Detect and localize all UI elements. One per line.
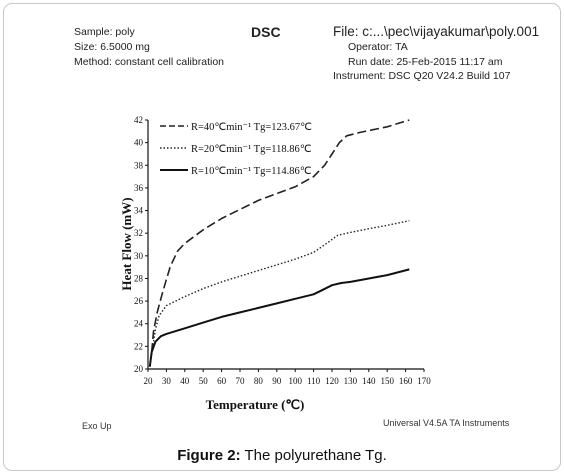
chart-ticks: 20 30 40 50 60 70 80 90 100 110 120 130 140 150 160 170…: [134, 115, 431, 386]
x-tick-label: 120: [325, 376, 339, 386]
series-line-1: [150, 119, 410, 353]
x-tick-label: 80: [254, 376, 264, 386]
x-tick-label: 20: [144, 376, 154, 386]
y-tick-label: 32: [134, 228, 143, 238]
y-tick-label: 26: [134, 296, 144, 306]
y-tick-label: 30: [134, 251, 144, 261]
series-line-3: [148, 268, 410, 367]
y-tick-label: 38: [134, 160, 144, 170]
x-tick-label: 40: [180, 376, 190, 386]
y-tick-label: 34: [134, 206, 144, 216]
x-tick-label: 160: [399, 376, 413, 386]
x-tick-label: 100: [288, 376, 302, 386]
instrument-label: Instrument: DSC Q20 V24.2 Build 107: [333, 70, 511, 82]
y-tick-label: 22: [134, 341, 143, 351]
x-tick-label: 60: [217, 376, 227, 386]
x-tick-label: 30: [162, 376, 172, 386]
legend-label-2: R=20℃min⁻¹ Tg=118.86℃: [191, 144, 312, 155]
legend-label-1: R=40℃min⁻¹ Tg=123.67℃: [191, 122, 312, 133]
chart-axes: [147, 120, 424, 370]
x-tick-label: 130: [344, 376, 358, 386]
exo-up-label: Exo Up: [82, 421, 112, 431]
figure-frame: [3, 3, 561, 471]
y-tick-label: 36: [134, 183, 144, 193]
x-tick-label: 70: [236, 376, 246, 386]
y-tick-label: 24: [134, 319, 144, 329]
chart-legend: R=40℃min⁻¹ Tg=123.67℃ R=20℃min⁻¹ Tg=118.8…: [160, 122, 312, 177]
x-tick-label: 170: [417, 376, 431, 386]
x-tick-label: 150: [380, 376, 394, 386]
operator-label: Operator: TA: [348, 41, 408, 53]
x-axis-label: Temperature (℃): [206, 397, 305, 412]
method-label: Method: constant cell calibration: [74, 56, 224, 68]
x-tick-label: 140: [362, 376, 376, 386]
chart-series: [148, 119, 410, 367]
y-tick-label: 20: [134, 364, 144, 374]
file-path: File: c:...\pec\vijayakumar\poly.001: [333, 24, 540, 39]
x-tick-label: 110: [307, 376, 321, 386]
x-tick-label: 50: [199, 376, 209, 386]
x-tick-label: 90: [272, 376, 282, 386]
y-tick-label: 40: [134, 138, 144, 148]
series-line-2: [149, 220, 410, 366]
size-label: Size: 6.5000 mg: [74, 41, 150, 53]
sample-label: Sample: poly: [74, 26, 135, 38]
legend-label-3: R=10℃min⁻¹ Tg=114.86℃: [191, 166, 312, 177]
y-tick-label: 42: [134, 115, 143, 125]
caption-label: Figure 2:: [177, 447, 241, 464]
y-axis-label: Heat Flow (mW): [119, 197, 134, 290]
software-label: Universal V4.5A TA Instruments: [383, 418, 510, 428]
chart-title: DSC: [251, 24, 281, 40]
y-tick-label: 28: [134, 273, 144, 283]
figure-caption: Figure 2: The polyurethane Tg.: [0, 447, 564, 464]
caption-text: The polyurethane Tg.: [240, 447, 387, 464]
run-date-label: Run date: 25-Feb-2015 11:17 am: [348, 56, 503, 68]
